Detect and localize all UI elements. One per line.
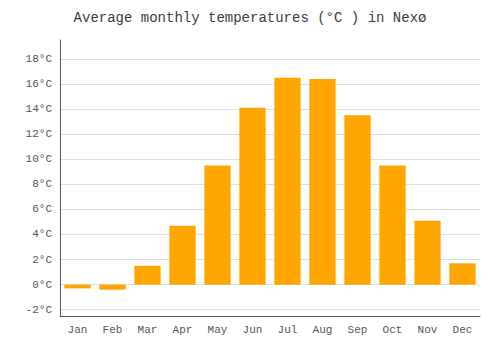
svg-text:12°C: 12°C [26,128,53,140]
svg-text:18°C: 18°C [26,53,53,65]
svg-text:10°C: 10°C [26,153,53,165]
svg-text:Dec: Dec [453,324,473,336]
svg-text:Jan: Jan [68,324,88,336]
svg-text:Nov: Nov [418,324,438,336]
svg-text:Aug: Aug [313,324,333,336]
svg-text:May: May [208,324,228,336]
svg-text:8°C: 8°C [32,178,52,190]
svg-text:4°C: 4°C [32,228,52,240]
svg-text:Feb: Feb [103,324,123,336]
svg-text:Oct: Oct [383,324,403,336]
svg-text:6°C: 6°C [32,203,52,215]
svg-text:2°C: 2°C [32,254,52,266]
svg-text:Average monthly temperatures (: Average monthly temperatures (°C ) in Ne… [74,10,427,26]
svg-text:14°C: 14°C [26,103,53,115]
svg-text:Sep: Sep [348,324,368,336]
svg-text:-2°C: -2°C [26,304,53,316]
svg-text:Jun: Jun [243,324,263,336]
svg-text:Mar: Mar [138,324,158,336]
svg-text:16°C: 16°C [26,78,53,90]
svg-text:Apr: Apr [173,324,193,336]
svg-text:Jul: Jul [278,324,298,336]
svg-text:0°C: 0°C [32,279,52,291]
